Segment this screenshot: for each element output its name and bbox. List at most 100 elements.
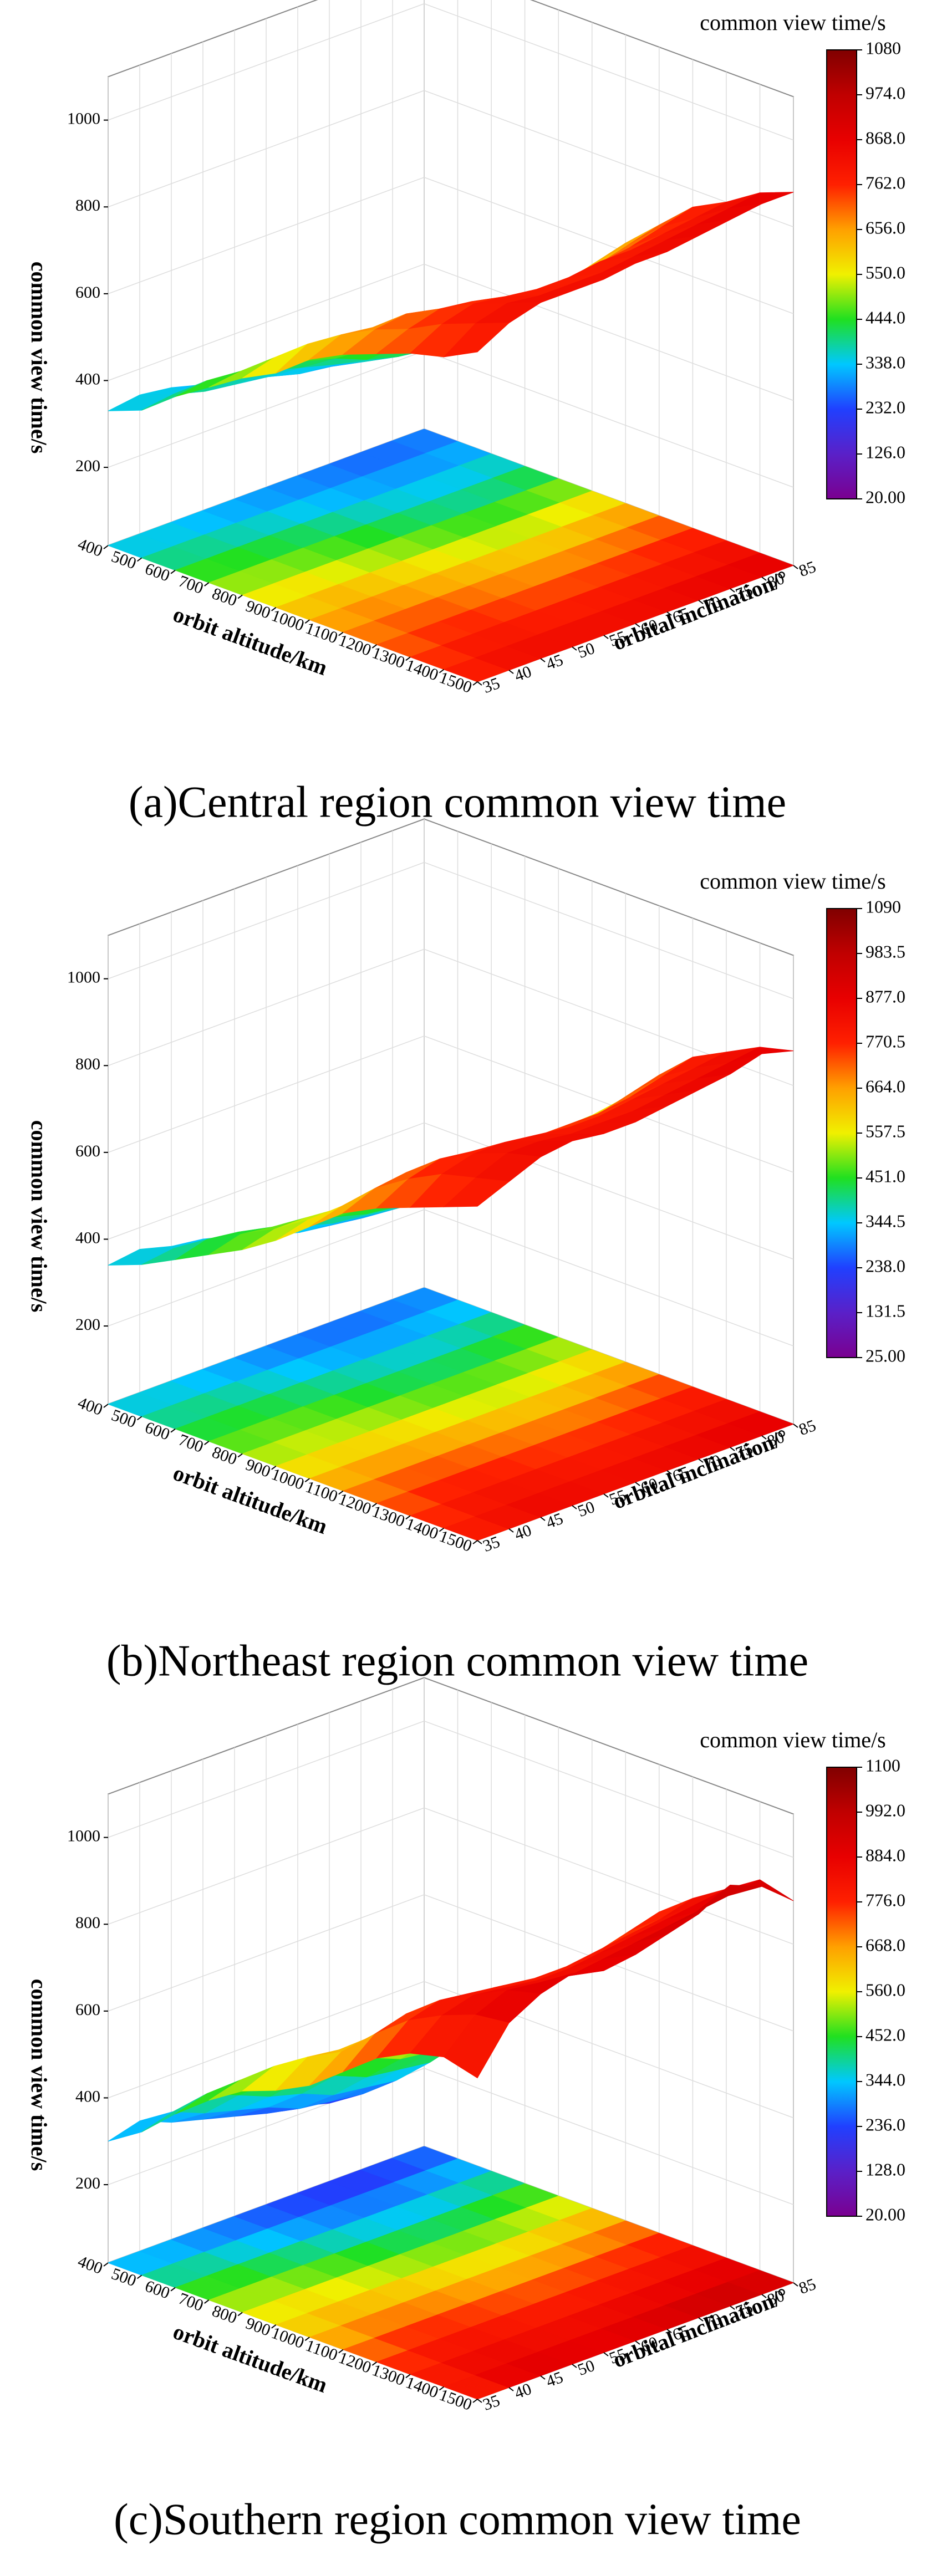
- y-tick: [761, 1435, 767, 1440]
- y-tick: [508, 670, 514, 674]
- x-tick: [103, 1404, 109, 1408]
- colorbar-tick-label: 1090: [866, 896, 901, 916]
- y-tick: [540, 658, 546, 662]
- colorbar-tick-label: 656.0: [866, 217, 905, 237]
- z-tick-label: 400: [75, 370, 100, 388]
- grid-line: [108, 177, 794, 314]
- colorbar-tick-label: 974.0: [866, 83, 905, 103]
- y-tick: [761, 577, 767, 581]
- grid-line: [108, 3, 794, 141]
- surface-cell: [443, 323, 510, 358]
- colorbar-tick-label: 668.0: [866, 1935, 905, 1955]
- y-tick: [666, 611, 672, 616]
- colorbar-tick-label: 877.0: [866, 986, 905, 1006]
- y-tick: [698, 2317, 704, 2322]
- y-tick: [666, 2329, 672, 2333]
- grid-line: [108, 861, 794, 999]
- z-tick-label: 800: [75, 1055, 100, 1073]
- x-tick: [204, 2299, 210, 2304]
- colorbar: [826, 1767, 857, 2217]
- z-tick-label: 200: [75, 2174, 100, 2192]
- colorbar-tick-label: 451.0: [866, 1166, 905, 1186]
- x-tick: [271, 1466, 277, 1470]
- y-tick: [730, 2305, 735, 2310]
- x-tick: [472, 2399, 478, 2403]
- colorbar-tick-label: 25.00: [866, 1345, 905, 1365]
- colorbar-tick-label: 557.5: [866, 1121, 905, 1141]
- caption: (c)Southern region common view time: [114, 2495, 801, 2544]
- colorbar-tick-label: 20.00: [866, 2204, 905, 2224]
- colorbar-tick-label: 560.0: [866, 1980, 905, 1999]
- z-tick-label: 200: [75, 457, 100, 475]
- caption: (a)Central region common view time: [129, 778, 786, 827]
- y-tick-label: 85: [796, 558, 818, 580]
- x-tick: [439, 2386, 445, 2391]
- x-tick-label: 400: [75, 1394, 105, 1419]
- x-tick: [405, 1515, 411, 1520]
- y-tick: [666, 1470, 672, 1475]
- y-tick: [698, 600, 704, 604]
- y-tick: [508, 2387, 514, 2391]
- y-tick: [730, 1447, 735, 1451]
- y-tick: [793, 1424, 798, 1428]
- z-tick-label: 600: [75, 283, 100, 302]
- y-tick: [477, 1540, 482, 1544]
- colorbar-tick-label: 131.5: [866, 1300, 905, 1320]
- x-tick: [405, 2374, 411, 2379]
- x-tick: [103, 545, 109, 549]
- x-tick: [405, 656, 411, 661]
- y-tick: [508, 1528, 514, 1533]
- colorbar-tick-label: 232.0: [866, 397, 905, 417]
- colorbar: [826, 49, 857, 499]
- grid-line: [108, 1035, 794, 1173]
- x-tick: [304, 2337, 310, 2341]
- y-tick: [572, 1505, 577, 1509]
- colorbar-tick-label: 238.0: [866, 1256, 905, 1276]
- colorbar: [826, 908, 857, 1358]
- colorbar-tick-label: 344.0: [866, 2069, 905, 2089]
- z-tick-label: 800: [75, 196, 100, 215]
- z-tick-label: 400: [75, 2087, 100, 2105]
- y-tick: [540, 2375, 546, 2380]
- y-tick: [761, 2294, 767, 2298]
- x-tick: [136, 1416, 142, 1421]
- colorbar-tick-label: 126.0: [866, 442, 905, 462]
- x-tick: [472, 1540, 478, 1544]
- caption: (b)Northeast region common view time: [106, 1636, 808, 1685]
- x-tick: [304, 1478, 310, 1482]
- grid-line: [108, 1720, 794, 1858]
- surface-cell: [108, 394, 174, 411]
- y-tick: [698, 1458, 704, 1463]
- y-tick: [603, 1493, 609, 1498]
- y-tick: [572, 2364, 577, 2368]
- grid-line: [108, 90, 794, 228]
- x-tick: [371, 1503, 377, 1507]
- x-tick: [472, 681, 478, 686]
- z-tick-label: 1000: [67, 1827, 100, 1845]
- x-tick: [170, 569, 176, 574]
- y-tick: [793, 565, 798, 569]
- x-tick: [136, 557, 142, 562]
- x-tick: [439, 669, 445, 674]
- z-axis-label: common view time/s: [27, 1120, 52, 1313]
- y-tick: [572, 646, 577, 651]
- y-tick: [603, 635, 609, 639]
- y-tick-label: 85: [796, 2275, 818, 2298]
- colorbar-title: common view time/s: [700, 1727, 886, 1752]
- x-tick: [204, 1441, 210, 1445]
- colorbar-tick-label: 868.0: [866, 127, 905, 147]
- colorbar-tick-label: 983.5: [866, 941, 905, 961]
- x-tick: [170, 1428, 176, 1433]
- colorbar-tick-label: 884.0: [866, 1845, 905, 1865]
- x-tick: [237, 1453, 243, 1458]
- colorbar-tick-label: 770.5: [866, 1031, 905, 1051]
- x-tick-label: 400: [75, 2252, 105, 2278]
- colorbar-title: common view time/s: [700, 869, 886, 894]
- y-tick: [477, 681, 482, 686]
- z-tick-label: 1000: [67, 110, 100, 128]
- x-tick-label: 400: [75, 535, 105, 560]
- z-tick-label: 200: [75, 1315, 100, 1334]
- y-tick: [635, 2340, 640, 2345]
- colorbar-tick-label: 344.5: [866, 1211, 905, 1231]
